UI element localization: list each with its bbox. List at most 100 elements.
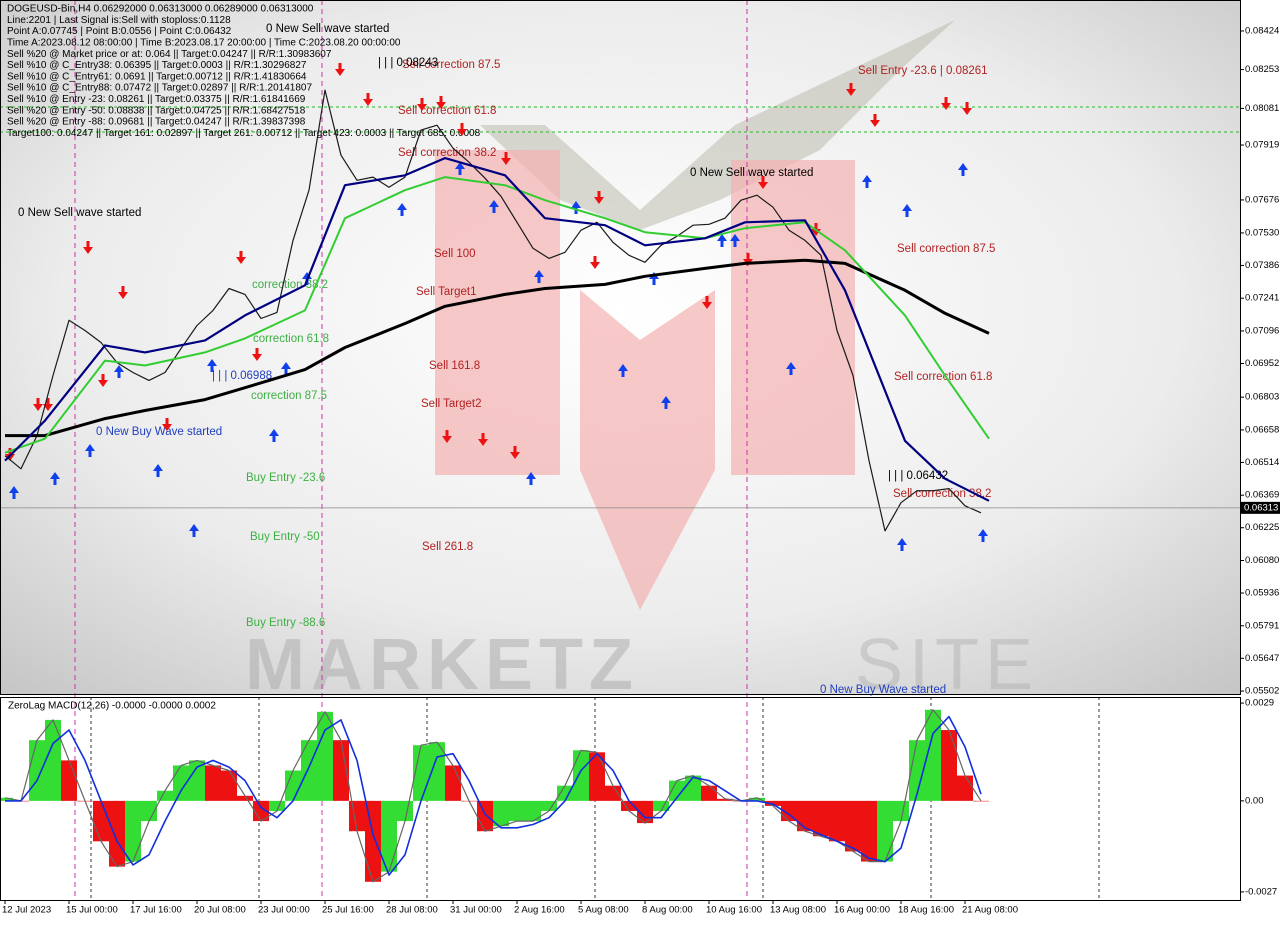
- buy-arrow: [114, 365, 124, 378]
- annotation: | | | 0.06988: [212, 370, 272, 382]
- y-tick-label: 0.06225: [1245, 522, 1279, 533]
- sell-arrow: [363, 93, 373, 106]
- line: [4, 176, 990, 454]
- histogram-bar: [573, 750, 589, 801]
- histogram-bar: [365, 800, 381, 882]
- histogram-bar: [797, 800, 813, 832]
- x-tick-label: 10 Aug 16:00: [706, 905, 762, 916]
- histogram-bar: [941, 730, 957, 801]
- y-tick-label: 0.06080: [1245, 555, 1279, 566]
- annotation: Sell correction 61.8: [398, 105, 496, 117]
- info-line: Sell %10 @ C_Entry88: 0.07472 || Target:…: [7, 83, 312, 94]
- info-line: Sell %20 @ Market price or at: 0.064 || …: [7, 49, 332, 60]
- buy-arrow: [571, 201, 581, 214]
- y-tick-label: 0.06803: [1245, 392, 1279, 403]
- histogram-bar: [845, 800, 861, 852]
- annotation: Buy Entry -23.6: [246, 472, 325, 484]
- histogram-bar: [173, 765, 189, 801]
- histogram-bar: [781, 800, 797, 822]
- histogram-bar: [557, 785, 573, 801]
- annotation: Sell 100: [434, 248, 476, 260]
- histogram-bar: [253, 800, 269, 822]
- histogram-bar: [189, 760, 205, 801]
- sell-arrow: [43, 398, 53, 411]
- histogram-bar: [957, 775, 973, 801]
- data-layer: 0.08424 0.08253 0.08081 0.07919 0.07676 0.075…: [0, 4, 1280, 916]
- histogram-bar: [237, 795, 253, 801]
- buy-arrow: [786, 362, 796, 375]
- buy-arrow: [526, 472, 536, 485]
- histogram-bar: [397, 800, 413, 822]
- histogram-bar: [605, 785, 621, 801]
- histogram-bar: [349, 800, 365, 832]
- y-tick-label: 0.05936: [1245, 588, 1279, 599]
- histogram-bar: [973, 800, 989, 802]
- y-tick-label: 0.06369: [1245, 490, 1279, 501]
- histogram-bar: [525, 800, 541, 822]
- sell-arrow: [594, 191, 604, 204]
- line: [5, 258, 990, 438]
- x-tick-label: 25 Jul 16:00: [322, 905, 374, 916]
- annotation: | | | 0.08243: [378, 57, 438, 69]
- buy-arrow: [269, 429, 279, 442]
- logo-bar: [731, 160, 855, 475]
- sell-arrow: [417, 98, 427, 111]
- annotation: Sell 161.8: [429, 360, 480, 372]
- y-tick-label: 0.08424: [1245, 25, 1279, 36]
- y-tick-label: 0.0029: [1245, 698, 1274, 709]
- sell-arrow: [335, 63, 345, 76]
- x-tick-label: 28 Jul 08:00: [386, 905, 438, 916]
- x-tick-label: 18 Aug 16:00: [898, 905, 954, 916]
- histogram-bar: [717, 798, 733, 801]
- annotation: Buy Entry -88.6: [246, 617, 325, 629]
- buy-arrow: [153, 464, 163, 477]
- histogram-bar: [829, 800, 845, 842]
- histogram-bar: [381, 800, 397, 872]
- histogram-bar: [813, 800, 829, 837]
- buy-arrow: [618, 364, 628, 377]
- buy-arrow: [9, 486, 19, 499]
- sell-arrow: [98, 374, 108, 387]
- y-tick-label: 0.05647: [1245, 653, 1279, 664]
- y-tick-label: -0.0027: [1245, 886, 1277, 897]
- histogram-bar: [221, 770, 237, 801]
- macd-grid: [90, 697, 1100, 900]
- x-tick-label: 31 Jul 00:00: [450, 905, 502, 916]
- line: [4, 157, 990, 502]
- x-tick-label: 21 Aug 08:00: [962, 905, 1018, 916]
- info-line: Target100: 0.04247 || Target 161: 0.0289…: [7, 128, 481, 139]
- info-line: DOGEUSD-Bin,H4 0.06292000 0.06313000 0.0…: [7, 4, 314, 15]
- last-price-box: [1241, 501, 1280, 514]
- histogram-bar: [61, 760, 77, 801]
- logo-chevron: [480, 20, 955, 230]
- histogram-bar: [93, 800, 109, 842]
- x-tick-label: 23 Jul 00:00: [258, 905, 310, 916]
- watermark: MARKETZ SITE: [245, 20, 1033, 705]
- annotation: Sell correction 87.5: [402, 59, 500, 71]
- macd-title: ZeroLag MACD(12,26) -0.0000 -0.0000 0.00…: [8, 701, 216, 712]
- annotation: correction 38.2: [252, 279, 328, 291]
- histogram-bar: [477, 800, 493, 832]
- sell-arrow: [941, 97, 951, 110]
- annotation: correction 61.8: [253, 333, 329, 345]
- x-tick-label: 16 Aug 00:00: [834, 905, 890, 916]
- y-tick-label: 0.06952: [1245, 358, 1279, 369]
- annotation: Sell correction 38.2: [398, 147, 496, 159]
- sell-arrow: [118, 286, 128, 299]
- y-tick-label: 0.08253: [1245, 64, 1279, 75]
- annotation: Sell correction 61.8: [894, 371, 992, 383]
- y-tick-label: 0.07919: [1245, 140, 1279, 151]
- y-tick-label: 0.05502: [1245, 686, 1279, 697]
- histogram-bar: [141, 800, 157, 822]
- histogram-bar: [621, 800, 637, 811]
- buy-arrow: [649, 272, 659, 285]
- sell-arrow: [33, 398, 43, 411]
- histogram-bar: [909, 740, 925, 801]
- sell-arrow: [83, 241, 93, 254]
- histogram-bar: [701, 785, 717, 801]
- x-tick-label: 13 Aug 08:00: [770, 905, 826, 916]
- annotation: Sell correction 87.5: [897, 243, 995, 255]
- histogram-bar: [541, 800, 557, 811]
- histogram-bar: [925, 709, 941, 801]
